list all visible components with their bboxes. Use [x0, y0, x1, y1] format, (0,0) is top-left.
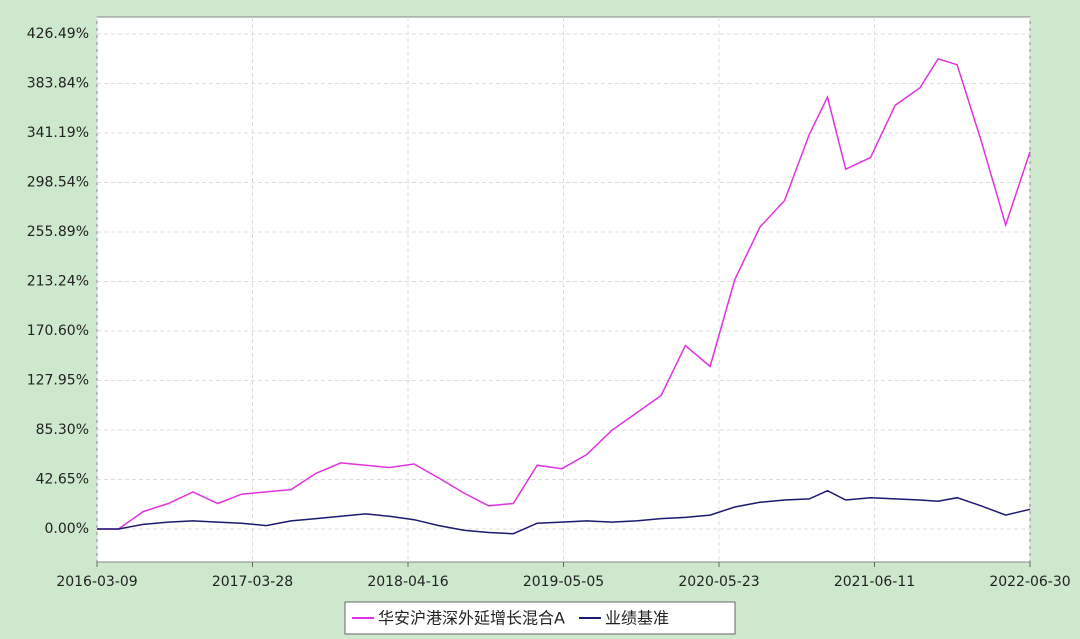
- y-tick-label: 42.65%: [36, 472, 89, 488]
- series-line: [97, 58, 1031, 530]
- y-tick-label: 426.49%: [27, 26, 89, 42]
- series-line: [97, 489, 1031, 535]
- x-tick-label: 2022-06-30: [989, 574, 1070, 590]
- legend: [344, 601, 736, 635]
- y-tick-label: 341.19%: [27, 125, 89, 141]
- y-tick-label: 255.89%: [27, 224, 89, 240]
- plot-area: [96, 16, 1031, 563]
- x-tick-label: 2017-03-28: [212, 574, 293, 590]
- x-tick-label: 2019-05-05: [523, 574, 604, 590]
- legend-label: 业绩基准: [605, 609, 669, 628]
- x-tick-label: 2016-03-09: [56, 574, 137, 590]
- y-tick-label: 213.24%: [27, 274, 89, 290]
- x-tick-label: 2021-06-11: [834, 574, 915, 590]
- x-tick-label: 2020-05-23: [678, 574, 759, 590]
- y-tick-label: 85.30%: [36, 422, 89, 438]
- y-tick-label: 298.54%: [27, 174, 89, 190]
- y-tick-label: 0.00%: [45, 521, 89, 537]
- y-tick-label: 170.60%: [27, 323, 89, 339]
- legend-label: 华安沪港深外延增长混合A: [378, 609, 565, 628]
- y-tick-label: 127.95%: [27, 373, 89, 389]
- y-tick-label: 383.84%: [27, 75, 89, 91]
- x-tick-label: 2018-04-16: [367, 574, 448, 590]
